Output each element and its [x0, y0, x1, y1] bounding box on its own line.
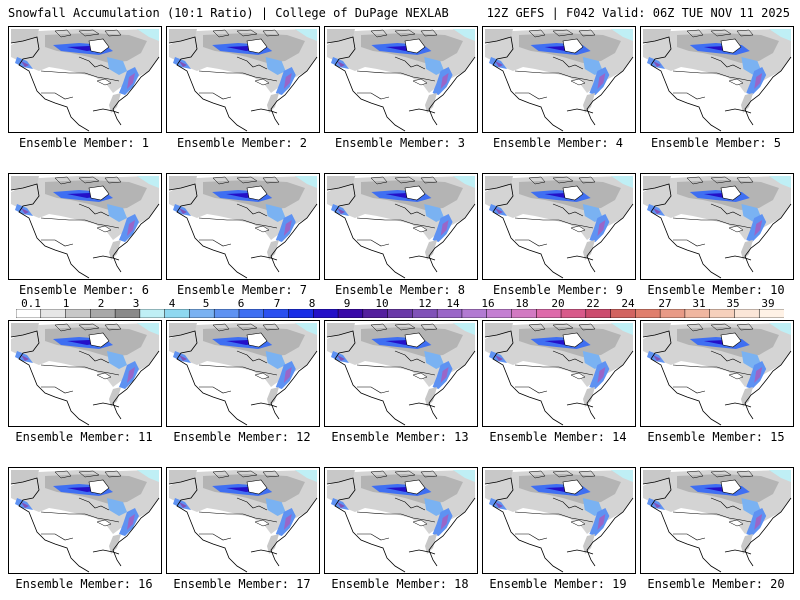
colorbar-tick-label: 16	[481, 297, 495, 310]
colorbar-segment	[213, 309, 240, 318]
colorbar-tick-label: 6	[237, 297, 245, 310]
ensemble-map-panel	[8, 467, 162, 574]
ensemble-member-label: Ensemble Member: 17	[173, 577, 311, 591]
colorbar-segment	[511, 309, 538, 318]
colorbar-segment	[536, 309, 562, 318]
ensemble-map-panel	[166, 173, 320, 280]
colorbar-segment	[362, 309, 389, 318]
colorbar-tick-label: 20	[551, 297, 565, 310]
ensemble-map-panel	[640, 320, 794, 427]
colorbar-segment	[461, 309, 488, 318]
colorbar-tick-label: 35	[726, 297, 740, 310]
snowfall-colorbar	[16, 309, 784, 318]
colorbar-segment	[412, 309, 438, 318]
colorbar-segment	[337, 309, 364, 318]
colorbar-segment	[90, 309, 116, 318]
colorbar-tick-label: 2	[97, 297, 105, 310]
ensemble-map-panel	[324, 26, 478, 133]
colorbar-tick-label: 12	[418, 297, 432, 310]
colorbar-segment	[486, 309, 513, 318]
colorbar-segment	[313, 309, 339, 318]
ensemble-member-label: Ensemble Member: 4	[492, 136, 624, 150]
colorbar-segment	[734, 309, 760, 318]
ensemble-member-label: Ensemble Member: 20	[647, 577, 785, 591]
colorbar-tick-label: 22	[586, 297, 600, 310]
model-run-info: 12Z GEFS | F042 Valid: 06Z TUE NOV 11 20…	[486, 6, 790, 20]
ensemble-member-label: Ensemble Member: 1	[18, 136, 150, 150]
colorbar-segment	[164, 309, 191, 318]
colorbar-segment	[139, 309, 166, 318]
ensemble-map-panel	[640, 26, 794, 133]
colorbar-tick-label: 8	[308, 297, 316, 310]
ensemble-member-label: Ensemble Member: 5	[650, 136, 782, 150]
colorbar-tick-label: 39	[761, 297, 775, 310]
colorbar-tick-label: 5	[202, 297, 210, 310]
colorbar-tick-label: 1	[62, 297, 70, 310]
ensemble-member-label: Ensemble Member: 10	[647, 283, 785, 297]
page-title: Snowfall Accumulation (10:1 Ratio) | Col…	[8, 6, 449, 20]
colorbar-segment	[585, 309, 612, 318]
colorbar-segment	[659, 309, 686, 318]
ensemble-map-panel	[166, 467, 320, 574]
colorbar-segment	[65, 309, 92, 318]
ensemble-map-panel	[482, 320, 636, 427]
colorbar-tick-label: 10	[375, 297, 389, 310]
colorbar-segment	[16, 309, 42, 318]
colorbar-tick-label: 9	[343, 297, 351, 310]
colorbar-segment	[758, 309, 784, 318]
ensemble-member-label: Ensemble Member: 11	[15, 430, 153, 444]
ensemble-member-label: Ensemble Member: 3	[334, 136, 466, 150]
colorbar-segment	[114, 309, 141, 318]
ensemble-member-label: Ensemble Member: 7	[176, 283, 308, 297]
colorbar-tick-label: 31	[692, 297, 706, 310]
ensemble-map-panel	[166, 320, 320, 427]
ensemble-member-label: Ensemble Member: 13	[331, 430, 469, 444]
colorbar-tick-label: 0.1	[21, 297, 41, 310]
ensemble-member-label: Ensemble Member: 19	[489, 577, 627, 591]
ensemble-member-label: Ensemble Member: 6	[18, 283, 150, 297]
colorbar-segment	[436, 309, 463, 318]
ensemble-map-panel	[640, 467, 794, 574]
ensemble-member-label: Ensemble Member: 9	[492, 283, 624, 297]
ensemble-map-panel	[482, 467, 636, 574]
colorbar-segment	[40, 309, 67, 318]
ensemble-map-panel	[482, 26, 636, 133]
colorbar-tick-label: 27	[658, 297, 672, 310]
colorbar-segment	[635, 309, 661, 318]
colorbar-tick-label: 24	[621, 297, 635, 310]
colorbar-segment	[263, 309, 290, 318]
ensemble-member-label: Ensemble Member: 8	[334, 283, 466, 297]
ensemble-map-panel	[8, 320, 162, 427]
colorbar-segment	[189, 309, 215, 318]
ensemble-map-panel	[324, 320, 478, 427]
colorbar-tick-label: 3	[132, 297, 140, 310]
colorbar-tick-label: 4	[168, 297, 176, 310]
ensemble-map-panel	[640, 173, 794, 280]
ensemble-map-panel	[8, 173, 162, 280]
ensemble-member-label: Ensemble Member: 14	[489, 430, 627, 444]
ensemble-map-panel	[482, 173, 636, 280]
colorbar-segment	[387, 309, 414, 318]
ensemble-map-panel	[8, 26, 162, 133]
ensemble-member-label: Ensemble Member: 12	[173, 430, 311, 444]
colorbar-segment	[709, 309, 736, 318]
ensemble-map-panel	[166, 26, 320, 133]
colorbar-segment	[560, 309, 587, 318]
ensemble-map-panel	[324, 173, 478, 280]
colorbar-segment	[610, 309, 637, 318]
ensemble-member-label: Ensemble Member: 2	[176, 136, 308, 150]
ensemble-map-panel	[324, 467, 478, 574]
ensemble-member-label: Ensemble Member: 15	[647, 430, 785, 444]
ensemble-member-label: Ensemble Member: 18	[331, 577, 469, 591]
colorbar-segment	[684, 309, 711, 318]
ensemble-member-label: Ensemble Member: 16	[15, 577, 153, 591]
colorbar-tick-label: 7	[273, 297, 281, 310]
colorbar-tick-label: 14	[446, 297, 460, 310]
colorbar-segment	[288, 309, 315, 318]
colorbar-tick-label: 18	[515, 297, 529, 310]
colorbar-segment	[238, 309, 265, 318]
